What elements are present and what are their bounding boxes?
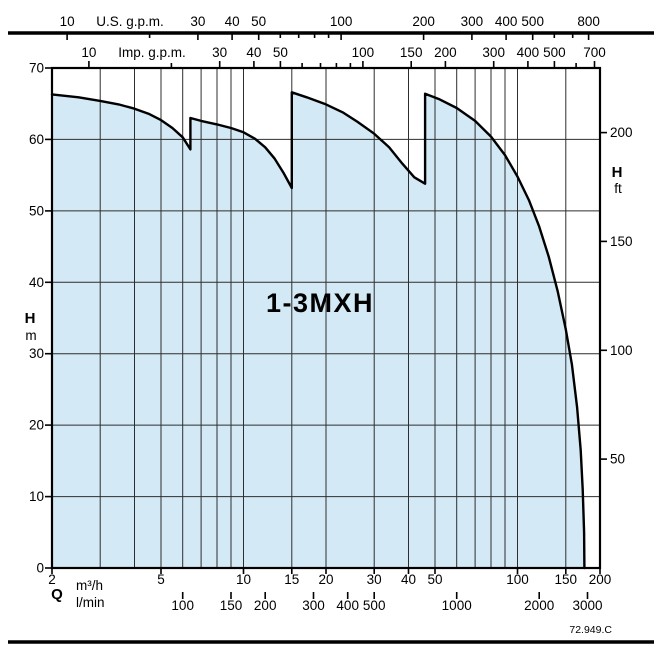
flow-m3h-tick-label: 40 bbox=[401, 572, 416, 587]
imp-gpm-tick-label: 100 bbox=[352, 45, 375, 60]
flow-lmin-tick-label: 100 bbox=[171, 598, 194, 613]
imp-gpm-tick-label: 700 bbox=[583, 45, 606, 60]
head-axis-symbol-left: H bbox=[25, 310, 36, 327]
flow-axis-symbol: Q bbox=[51, 586, 63, 603]
imp-gpm-tick-label: 50 bbox=[273, 45, 288, 60]
flow-unit-m3h-label: m³/h bbox=[76, 578, 103, 593]
flow-m3h-tick-label: 15 bbox=[284, 572, 299, 587]
flow-m3h-tick-label: 50 bbox=[427, 572, 442, 587]
head-m-tick-label: 20 bbox=[29, 418, 44, 433]
flow-unit-lmin-label: l/min bbox=[76, 595, 105, 610]
imp-gpm-axis-title: Imp. g.p.m. bbox=[118, 45, 186, 60]
head-m-tick-label: 60 bbox=[29, 132, 44, 147]
imp-gpm-tick-label: 40 bbox=[246, 45, 261, 60]
static-labels-layer: U.S. g.p.m. Imp. g.p.m. Q m³/h l/min H m… bbox=[8, 14, 654, 644]
imp-gpm-tick-label: 500 bbox=[543, 45, 566, 60]
us-gpm-tick-label: 30 bbox=[190, 14, 205, 29]
flow-lmin-tick-label: 150 bbox=[220, 598, 243, 613]
imp-gpm-tick-label: 300 bbox=[482, 45, 505, 60]
us-gpm-tick-label: 500 bbox=[521, 14, 544, 29]
head-m-tick-label: 10 bbox=[29, 489, 44, 504]
head-m-tick-label: 30 bbox=[29, 346, 44, 361]
flow-m3h-tick-label: 2 bbox=[48, 572, 56, 587]
imp-gpm-tick-label: 200 bbox=[434, 45, 457, 60]
head-m-tick-label: 0 bbox=[36, 561, 44, 576]
flow-lmin-tick-label: 1000 bbox=[442, 598, 472, 613]
us-gpm-axis-title: U.S. g.p.m. bbox=[96, 14, 164, 29]
head-ft-tick-label: 50 bbox=[610, 452, 625, 467]
us-gpm-tick-label: 40 bbox=[225, 14, 240, 29]
imp-gpm-tick-label: 150 bbox=[400, 45, 423, 60]
us-gpm-tick-label: 300 bbox=[461, 14, 484, 29]
flow-lmin-tick-label: 300 bbox=[302, 598, 325, 613]
us-gpm-tick-label: 10 bbox=[60, 14, 75, 29]
us-gpm-tick-label: 800 bbox=[577, 14, 600, 29]
drawing-number: 72.949.C bbox=[569, 624, 612, 636]
operating-range-outline bbox=[50, 91, 586, 570]
flow-m3h-tick-label: 20 bbox=[318, 572, 333, 587]
flow-lmin-tick-label: 3000 bbox=[572, 598, 602, 613]
us-gpm-tick-label: 200 bbox=[412, 14, 435, 29]
head-unit-ft-label: ft bbox=[614, 181, 622, 196]
flow-lmin-tick-label: 200 bbox=[254, 598, 277, 613]
us-gpm-tick-label: 100 bbox=[330, 14, 353, 29]
envelope-layer bbox=[50, 91, 586, 570]
imp-gpm-tick-label: 10 bbox=[81, 45, 96, 60]
flow-m3h-tick-label: 10 bbox=[236, 572, 251, 587]
grid-layer bbox=[52, 68, 600, 568]
head-m-tick-label: 50 bbox=[29, 203, 44, 218]
head-axis-symbol-right: H bbox=[612, 164, 623, 181]
flow-lmin-tick-label: 500 bbox=[363, 598, 386, 613]
us-gpm-tick-label: 50 bbox=[251, 14, 266, 29]
flow-lmin-tick-label: 400 bbox=[336, 598, 359, 613]
head-ft-tick-label: 200 bbox=[610, 125, 633, 140]
head-ft-tick-label: 100 bbox=[610, 343, 633, 358]
head-m-tick-label: 40 bbox=[29, 275, 44, 290]
imp-gpm-tick-label: 400 bbox=[517, 45, 540, 60]
head-unit-m-label: m bbox=[25, 328, 36, 343]
head-ft-tick-label: 150 bbox=[610, 234, 633, 249]
flow-m3h-tick-label: 30 bbox=[367, 572, 382, 587]
flow-m3h-tick-label: 200 bbox=[589, 572, 612, 587]
flow-m3h-tick-label: 100 bbox=[506, 572, 529, 587]
flow-lmin-tick-label: 2000 bbox=[524, 598, 554, 613]
imp-gpm-tick-label: 30 bbox=[212, 45, 227, 60]
flow-m3h-tick-label: 150 bbox=[555, 572, 578, 587]
flow-m3h-tick-label: 5 bbox=[157, 572, 165, 587]
pump-model-label: 1-3MXH bbox=[266, 288, 374, 318]
us-gpm-tick-label: 400 bbox=[495, 14, 518, 29]
head-m-tick-label: 70 bbox=[29, 61, 44, 76]
